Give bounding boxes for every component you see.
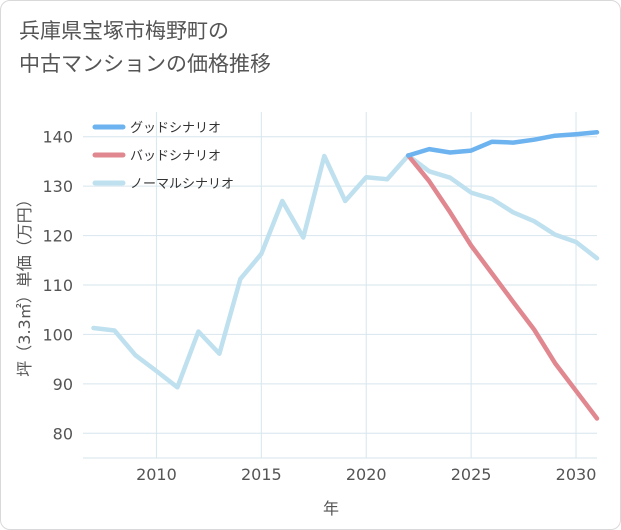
series-line-1 bbox=[405, 130, 600, 158]
x-tick-label: 2025 bbox=[451, 465, 492, 484]
legend-label: グッドシナリオ bbox=[130, 121, 221, 136]
series-line-2 bbox=[405, 153, 600, 421]
x-tick-label: 2010 bbox=[136, 465, 177, 484]
legend-label: バッドシナリオ bbox=[130, 149, 221, 164]
grid bbox=[83, 112, 597, 459]
x-tick-label: 2020 bbox=[346, 465, 387, 484]
y-tick-label: 90 bbox=[53, 375, 73, 394]
y-tick-label: 80 bbox=[53, 424, 73, 443]
y-tick-label: 140 bbox=[42, 128, 73, 147]
y-axis-title: 坪（3.3㎡）単価（万円） bbox=[15, 191, 34, 376]
legend-label: ノーマルシナリオ bbox=[130, 177, 234, 192]
chart-title-line-1: 兵庫県宝塚市梅野町の bbox=[19, 19, 229, 43]
y-tick-label: 110 bbox=[42, 276, 73, 295]
series-lines bbox=[91, 130, 600, 421]
chart-title-line-2: 中古マンションの価格推移 bbox=[19, 52, 271, 76]
y-tick-label: 120 bbox=[42, 227, 73, 246]
y-tick-label: 130 bbox=[42, 177, 73, 196]
x-tick-label: 2030 bbox=[556, 465, 597, 484]
x-axis-title: 年 bbox=[323, 499, 339, 518]
y-tick-label: 100 bbox=[42, 325, 73, 344]
chart-title: 兵庫県宝塚市梅野町の 中古マンションの価格推移 bbox=[19, 15, 271, 81]
y-axis-ticks: 80 90 100 110 120 130 140 bbox=[42, 128, 73, 444]
x-axis-ticks: 2010 2015 2020 2025 2030 bbox=[136, 465, 596, 484]
series-line-3 bbox=[91, 153, 600, 390]
x-tick-label: 2015 bbox=[241, 465, 282, 484]
